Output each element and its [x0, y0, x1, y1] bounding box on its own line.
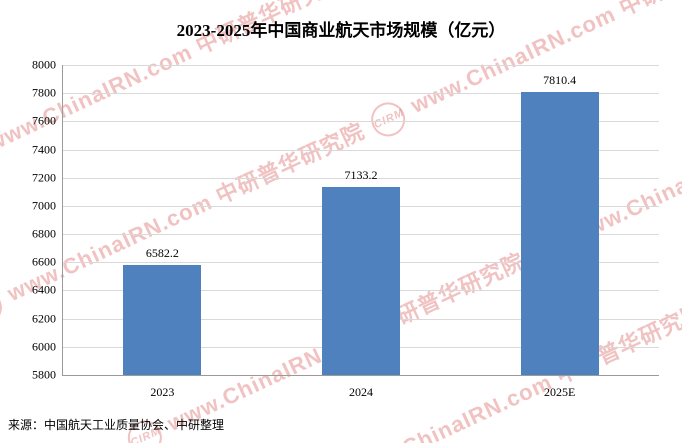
y-axis-tick-label: 6600	[32, 254, 56, 269]
x-axis-tick-label: 2024	[349, 385, 373, 399]
bar-2024: 7133.2	[322, 168, 400, 375]
y-axis-tick-label: 5800	[32, 367, 56, 382]
bar-2023: 6582.2	[123, 246, 202, 375]
bar-value-label: 6582.2	[145, 245, 179, 260]
y-axis-tick-label: 6400	[32, 282, 56, 297]
bar-value-label: 7810.4	[543, 72, 577, 87]
gridline	[63, 149, 659, 151]
y-axis-tick-label: 6000	[32, 339, 56, 354]
bar-2025E: 7810.4	[520, 73, 599, 375]
y-axis-tick-label: 8000	[32, 57, 56, 72]
x-axis-tick-label: 2023	[150, 385, 175, 399]
y-axis-tick-label: 6800	[32, 226, 56, 241]
bar-value-label: 7133.2	[344, 168, 378, 183]
gridline	[63, 177, 659, 179]
y-axis-tick-label: 7400	[32, 142, 56, 157]
plot-area: 5800 6000 6200 6400 6600 6800 7000 7200 7400 7600…	[32, 58, 659, 399]
source-note: 来源：中国航天工业质量协会、中研整理	[8, 418, 225, 432]
y-axis-tick-label: 7200	[32, 170, 56, 185]
y-axis-tick-label: 6200	[32, 311, 56, 326]
y-axis-tick-label: 7000	[32, 198, 56, 213]
watermark-cirm-logo: CIRM	[0, 285, 8, 331]
chart-title: 2023-2025年中国商业航天市场规模（亿元）	[176, 21, 506, 40]
gridline	[63, 93, 659, 95]
x-axis-tick-label: 2025E	[543, 385, 576, 399]
y-axis-tick-label: 7800	[32, 85, 56, 100]
gridline	[63, 121, 659, 123]
gridline	[63, 65, 659, 66]
y-axis-tick-label: 7600	[32, 113, 56, 128]
